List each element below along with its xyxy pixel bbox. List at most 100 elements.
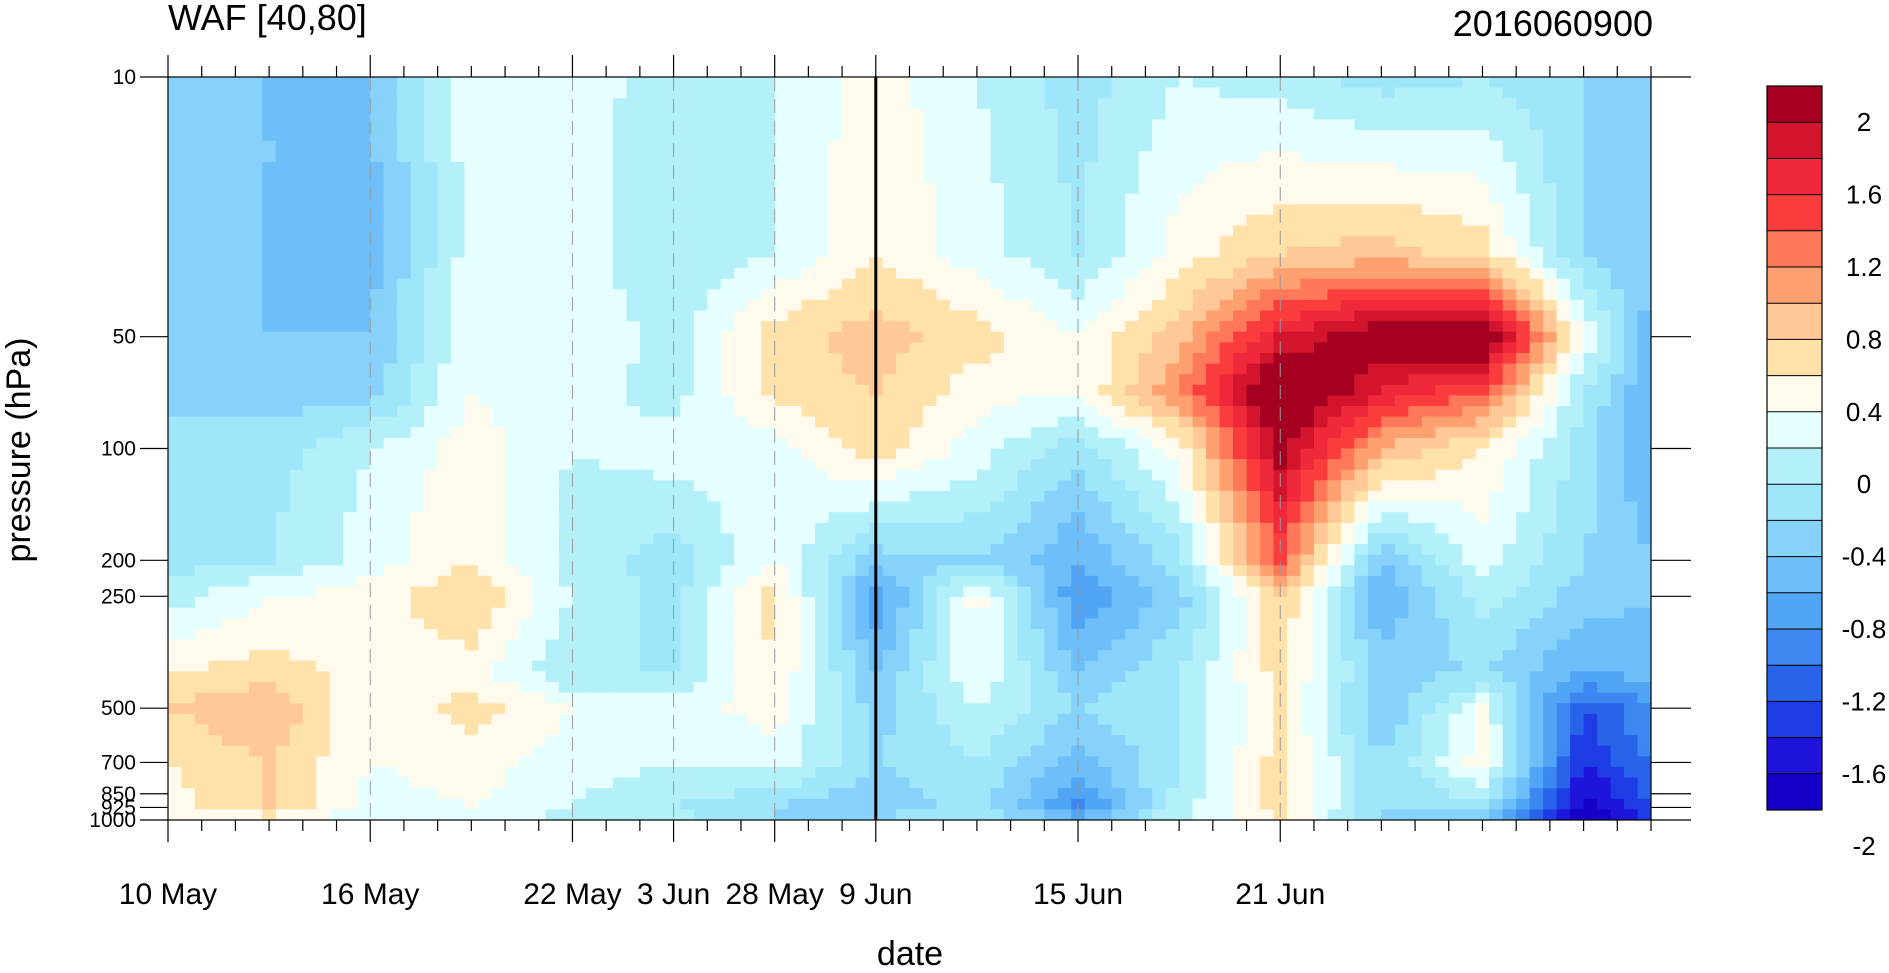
- field-cell: [666, 374, 681, 386]
- field-cell: [572, 416, 587, 428]
- field-cell: [693, 98, 708, 110]
- field-cell: [248, 77, 263, 89]
- field-cell: [828, 544, 843, 556]
- field-cell: [572, 448, 587, 460]
- field-cell: [1475, 512, 1490, 524]
- field-cell: [626, 321, 641, 333]
- field-cell: [1192, 257, 1207, 269]
- field-cell: [505, 119, 520, 131]
- field-cell: [828, 98, 843, 110]
- field-cell: [1098, 225, 1113, 237]
- field-cell: [1516, 427, 1531, 439]
- field-cell: [1313, 257, 1329, 269]
- field-cell: [1475, 469, 1490, 481]
- field-cell: [181, 268, 196, 280]
- field-cell: [855, 246, 870, 259]
- field-cell: [1354, 119, 1369, 131]
- field-cell: [464, 246, 479, 259]
- field-cell: [1111, 512, 1126, 524]
- field-cell: [1192, 331, 1207, 343]
- field-cell: [1354, 448, 1369, 460]
- field-cell: [1448, 225, 1463, 237]
- field-cell: [558, 342, 574, 354]
- field-cell: [208, 469, 223, 481]
- field-cell: [828, 130, 843, 142]
- field-cell: [1597, 289, 1612, 301]
- field-cell: [896, 151, 911, 163]
- field-cell: [1516, 204, 1531, 216]
- field-cell: [289, 87, 304, 99]
- field-cell: [1502, 533, 1517, 545]
- field-cell: [1448, 130, 1463, 142]
- field-cell: [734, 119, 749, 131]
- field-cell: [707, 469, 722, 481]
- field-cell: [949, 342, 965, 354]
- field-cell: [1246, 533, 1261, 545]
- field-cell: [990, 268, 1005, 280]
- field-cell: [1192, 225, 1207, 237]
- field-cell: [397, 533, 412, 545]
- field-cell: [505, 183, 520, 195]
- field-cell: [168, 352, 183, 365]
- field-cell: [410, 98, 425, 110]
- field-cell: [707, 119, 722, 131]
- field-cell: [936, 459, 951, 471]
- field-cell: [1071, 130, 1086, 142]
- field-cell: [585, 522, 601, 535]
- field-cell: [235, 352, 250, 365]
- field-cell: [639, 384, 654, 397]
- field-cell: [1111, 119, 1126, 131]
- field-cell: [329, 299, 344, 312]
- field-cell: [545, 225, 560, 237]
- field-cell: [1529, 183, 1544, 195]
- field-cell: [976, 448, 991, 460]
- field-cell: [963, 352, 978, 365]
- field-cell: [370, 437, 385, 450]
- field-cell: [1246, 480, 1261, 492]
- field-cell: [491, 490, 506, 503]
- field-cell: [909, 384, 924, 397]
- field-cell: [1340, 257, 1355, 269]
- field-cell: [1084, 193, 1099, 205]
- field-cell: [1354, 522, 1369, 535]
- field-cell: [801, 480, 816, 492]
- field-cell: [761, 469, 776, 481]
- field-cell: [1098, 108, 1113, 121]
- field-cell: [1260, 395, 1275, 407]
- field-cell: [747, 119, 762, 131]
- field-cell: [963, 87, 978, 99]
- field-cell: [653, 246, 668, 259]
- field-cell: [1381, 374, 1396, 386]
- field-cell: [747, 480, 762, 492]
- field-cell: [1246, 204, 1261, 216]
- field-cell: [1098, 437, 1113, 450]
- field-cell: [612, 480, 627, 492]
- field-cell: [1030, 533, 1045, 545]
- field-cell: [909, 172, 924, 184]
- field-cell: [1367, 268, 1382, 280]
- field-cell: [235, 214, 250, 227]
- field-cell: [1233, 87, 1248, 99]
- field-cell: [801, 268, 816, 280]
- field-cell: [248, 416, 263, 428]
- field-cell: [1313, 236, 1329, 248]
- field-cell: [532, 427, 547, 439]
- field-cell: [302, 108, 317, 121]
- field-cell: [801, 278, 816, 290]
- field-cell: [1529, 459, 1544, 471]
- field-cell: [1030, 98, 1045, 110]
- field-cell: [909, 257, 924, 269]
- field-cell: [1219, 480, 1234, 492]
- field-cell: [1313, 437, 1329, 450]
- field-cell: [181, 193, 196, 205]
- field-cell: [302, 268, 317, 280]
- field-cell: [302, 374, 317, 386]
- field-cell: [828, 225, 843, 237]
- field-cell: [208, 130, 223, 142]
- field-cell: [1044, 87, 1059, 99]
- field-cell: [963, 246, 978, 259]
- field-cell: [451, 140, 466, 152]
- field-cell: [1246, 193, 1261, 205]
- field-cell: [370, 480, 385, 492]
- field-cell: [653, 533, 668, 545]
